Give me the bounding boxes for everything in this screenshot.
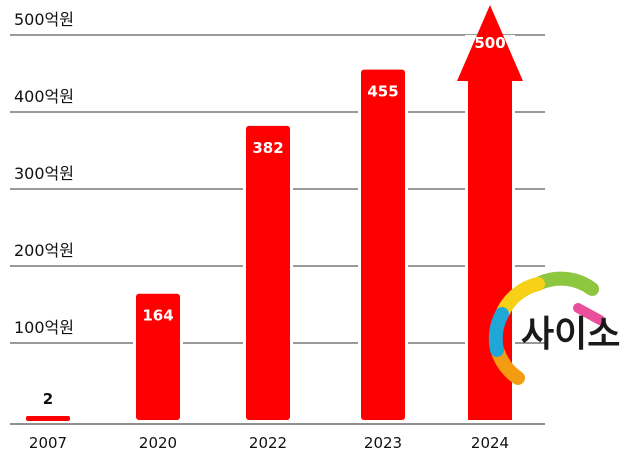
value-label-2024: 500: [474, 34, 505, 52]
bar-2020: [136, 293, 180, 420]
y-tick-label-200: 200억원: [14, 241, 74, 260]
x-tick-label-2020: 2020: [139, 434, 177, 452]
x-tick-label-2007: 2007: [29, 434, 67, 452]
x-axis-labels: 2007 2020 2022 2023 2024: [29, 434, 509, 452]
logo-text: 사이소: [521, 314, 620, 355]
value-label-2020: 164: [142, 307, 173, 325]
y-tick-label-300: 300억원: [14, 164, 74, 183]
sa-i-so-logo: 사이소: [488, 271, 620, 385]
x-tick-label-2024: 2024: [471, 434, 509, 452]
y-tick-label-100: 100억원: [14, 318, 74, 337]
value-label-2022: 382: [252, 139, 283, 157]
y-tick-label-500: 500억원: [14, 10, 74, 29]
bar-2007: [26, 416, 70, 421]
bar-2022: [246, 125, 290, 421]
logo-ring-green: [533, 271, 599, 296]
logo-ring-pink: [573, 303, 605, 325]
value-label-2023: 455: [367, 83, 398, 101]
bars: 2 164 382 455 500: [26, 5, 523, 421]
bar-2023: [361, 69, 405, 421]
y-tick-label-400: 400억원: [14, 87, 74, 106]
x-tick-label-2023: 2023: [364, 434, 402, 452]
value-label-2007: 2: [43, 390, 53, 408]
y-axis-labels: 100억원 200억원 300억원 400억원 500억원: [14, 10, 74, 337]
logo-ring-blue: [488, 307, 509, 357]
x-tick-label-2022: 2022: [249, 434, 287, 452]
